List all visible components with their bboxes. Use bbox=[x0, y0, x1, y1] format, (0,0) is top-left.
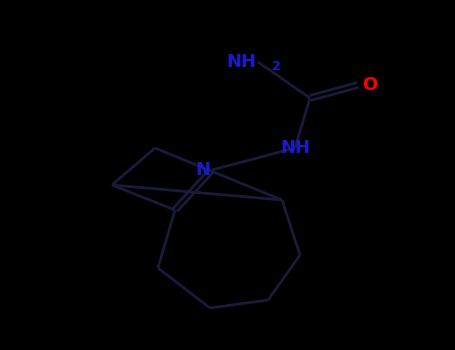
Text: N: N bbox=[195, 161, 210, 179]
Text: NH: NH bbox=[226, 53, 256, 71]
Text: NH: NH bbox=[280, 139, 310, 157]
Text: O: O bbox=[362, 76, 377, 94]
Text: 2: 2 bbox=[272, 60, 281, 72]
